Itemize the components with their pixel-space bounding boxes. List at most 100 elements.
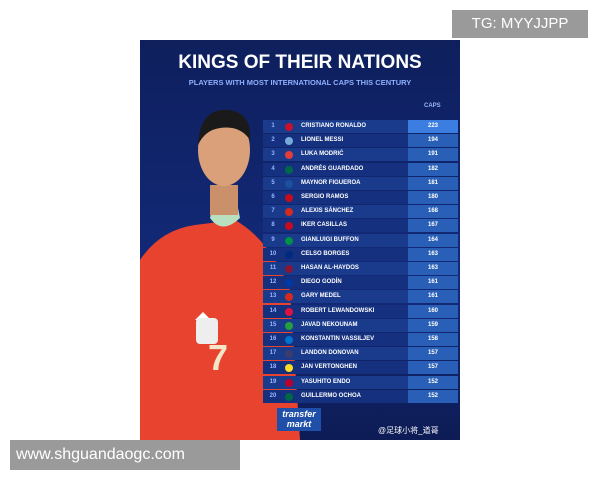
caps: 152	[408, 375, 458, 389]
table-row: 3 LUKA MODRIĆ 191	[263, 148, 458, 162]
logo-text: markt	[286, 419, 312, 429]
table-row: 10 CELSO BORGES 163	[263, 247, 458, 261]
table-row: 8 IKER CASILLAS 167	[263, 219, 458, 233]
player-name: ROBERT LEWANDOWSKI	[301, 307, 375, 314]
player-name: MAYNOR FIGUEROA	[301, 179, 361, 186]
caps: 167	[408, 219, 458, 233]
player-name: GIANLUIGI BUFFON	[301, 236, 359, 243]
flag	[285, 179, 293, 188]
flag	[285, 137, 293, 146]
rank: 14	[269, 307, 277, 314]
table-row: 12 DIEGO GODÍN 161	[263, 276, 458, 290]
rank: 18	[269, 364, 277, 371]
player-name: ALEXIS SÁNCHEZ	[301, 208, 354, 215]
player-name: CELSO BORGES	[301, 250, 350, 257]
column-header: CAPS	[424, 103, 441, 109]
player-name: GUILLERMO OCHOA	[301, 392, 361, 399]
rank: 20	[269, 392, 277, 399]
table-row: 20 GUILLERMO OCHOA 152	[263, 389, 458, 403]
caps: 180	[408, 191, 458, 204]
table-row: 13 GARY MEDEL 161	[263, 290, 458, 304]
caps: 158	[408, 333, 458, 346]
caps: 157	[408, 347, 458, 361]
flag	[285, 279, 293, 288]
rank: 8	[271, 222, 275, 229]
player-name: LANDON DONOVAN	[301, 350, 359, 357]
caps: 157	[408, 361, 458, 375]
player-name: YASUHITO ENDO	[301, 378, 351, 385]
player-name: JAN VERTONGHEN	[301, 364, 357, 371]
player-name: ANDRÉS GUARDADO	[301, 165, 364, 172]
subtitle: PLAYERS WITH MOST INTERNATIONAL CAPS THI…	[188, 78, 412, 87]
caps: 161	[408, 290, 458, 304]
caps: 168	[408, 205, 458, 219]
table-row: 11 HASAN AL-HAYDOS 163	[263, 262, 458, 275]
player-photo: 7	[140, 109, 300, 440]
flag	[285, 236, 293, 245]
player-name: IKER CASILLAS	[301, 222, 348, 229]
title: KINGS OF THEIR NATIONS	[178, 52, 422, 73]
caps: 160	[408, 304, 458, 318]
infographic: KINGS OF THEIR NATIONS PLAYERS WITH MOST…	[140, 40, 460, 440]
flag	[285, 364, 293, 373]
rank: 9	[271, 236, 275, 243]
player-name: HASAN AL-HAYDOS	[301, 265, 359, 271]
player-name: DIEGO GODÍN	[301, 279, 342, 286]
caps: 163	[408, 247, 458, 261]
player-name: LUKA MODRIĆ	[301, 151, 344, 158]
table-row: 15 JAVAD NEKOUNAM 159	[263, 318, 458, 332]
rank: 12	[269, 279, 277, 286]
player-name: CRISTIANO RONALDO	[301, 123, 366, 129]
flag	[285, 336, 293, 344]
watermark: www.shguandaogc.com	[10, 440, 240, 470]
rank: 16	[269, 336, 277, 342]
flag	[285, 208, 293, 217]
flag	[285, 378, 293, 387]
table-row: 2 LIONEL MESSI 194	[263, 134, 458, 148]
flag	[285, 165, 293, 174]
rank: 3	[271, 151, 275, 158]
flag	[285, 392, 293, 401]
rank: 7	[271, 208, 275, 215]
table-row: 9 GIANLUIGI BUFFON 164	[263, 233, 458, 247]
player-name: LIONEL MESSI	[301, 137, 344, 144]
player-name: KONSTANTIN VASSILJEV	[301, 336, 375, 342]
table-row: 1 CRISTIANO RONALDO 223	[263, 120, 458, 133]
rank: 2	[271, 137, 275, 144]
caps: 159	[408, 318, 458, 332]
caps: 161	[408, 276, 458, 290]
player-name: SERGIO RAMOS	[301, 194, 349, 200]
flag	[285, 151, 293, 160]
caps: 223	[408, 120, 458, 133]
rank: 15	[269, 321, 277, 328]
flag	[285, 194, 293, 202]
rank: 1	[271, 123, 275, 129]
flag	[285, 250, 293, 259]
flag	[285, 293, 293, 302]
logo-text: transfer	[282, 409, 316, 419]
player-name: GARY MEDEL	[301, 293, 341, 300]
player-name: JAVAD NEKOUNAM	[301, 321, 358, 328]
rank: 5	[271, 179, 275, 186]
caps: 181	[408, 176, 458, 190]
svg-text:7: 7	[208, 337, 228, 378]
caps: 182	[408, 162, 458, 176]
table-row: 16 KONSTANTIN VASSILJEV 158	[263, 333, 458, 346]
table-row: 6 SERGIO RAMOS 180	[263, 191, 458, 204]
flag	[285, 222, 293, 231]
caps: 194	[408, 134, 458, 148]
flag	[285, 123, 293, 131]
table-row: 4 ANDRÉS GUARDADO 182	[263, 162, 458, 176]
caps: 152	[408, 389, 458, 403]
logo: transfer markt	[277, 408, 321, 431]
table-row: 19 YASUHITO ENDO 152	[263, 375, 458, 389]
watermark: TG: MYYJJPP	[452, 10, 588, 38]
table-row: 17 LANDON DONOVAN 157	[263, 347, 458, 361]
rank: 13	[269, 293, 277, 300]
rank: 6	[271, 194, 275, 200]
rank: 4	[271, 165, 275, 172]
weibo-tag: @足球小将_道哥	[378, 426, 439, 435]
table-row: 7 ALEXIS SÁNCHEZ 168	[263, 205, 458, 219]
flag	[285, 307, 293, 316]
